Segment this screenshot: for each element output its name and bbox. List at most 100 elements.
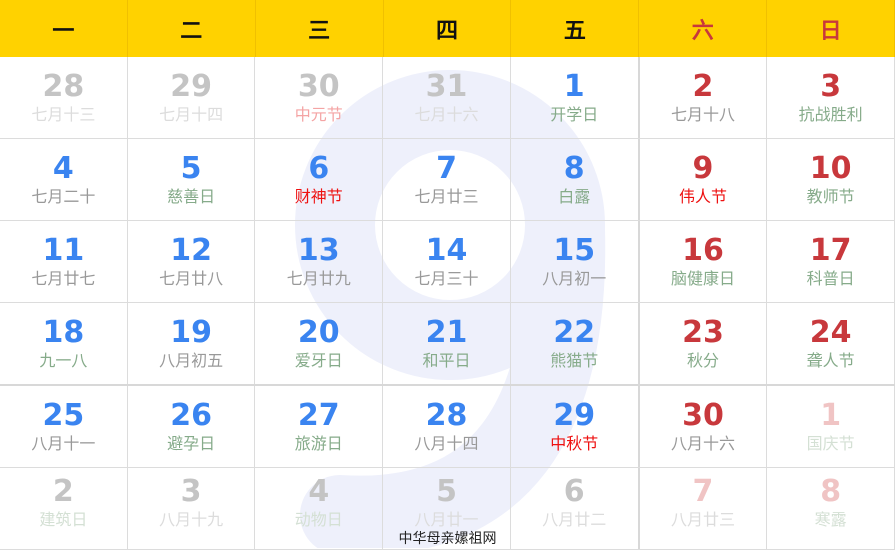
day-cell[interactable]: 3 抗战胜利 [767, 57, 895, 138]
day-number: 10 [809, 151, 852, 186]
day-cell[interactable]: 12 七月廿八 [128, 221, 256, 302]
day-cell[interactable]: 29 七月十四 [128, 57, 256, 138]
day-number: 22 [553, 315, 596, 350]
lunar-or-festival-label: 国庆节 [806, 434, 855, 453]
lunar-or-festival-label: 七月廿三 [414, 187, 479, 206]
weekday-3: 三 [256, 0, 384, 57]
day-number: 18 [42, 315, 85, 350]
lunar-or-festival-label: 七月廿七 [31, 269, 96, 288]
day-cell[interactable]: 23 秋分 [640, 303, 768, 384]
day-cell[interactable]: 22 熊猫节 [511, 303, 640, 384]
lunar-or-festival-label: 聋人节 [806, 351, 855, 370]
lunar-or-festival-label: 八月廿二 [542, 510, 607, 529]
lunar-or-festival-label: 财神节 [294, 187, 343, 206]
day-number: 9 [692, 151, 714, 186]
day-cell[interactable]: 5 八月廿一 [383, 468, 511, 549]
day-number: 6 [308, 151, 330, 186]
day-cell[interactable]: 11 七月廿七 [0, 221, 128, 302]
weekday-1: 一 [0, 0, 128, 57]
weekday-2: 二 [128, 0, 256, 57]
calendar-body: 28 七月十三 29 七月十四 30 中元节 31 七月十六 1 开学日 2 七月十八 3 抗战胜利 4 七月… [0, 57, 895, 550]
day-cell[interactable]: 9 伟人节 [640, 139, 768, 220]
lunar-or-festival-label: 七月二十 [31, 187, 96, 206]
day-cell[interactable]: 25 八月十一 [0, 386, 128, 467]
lunar-or-festival-label: 中元节 [294, 105, 343, 124]
day-cell[interactable]: 10 教师节 [767, 139, 895, 220]
day-cell[interactable]: 5 慈善日 [128, 139, 256, 220]
lunar-or-festival-label: 科普日 [806, 269, 855, 288]
weekday-header: 一二三四五六日 [0, 0, 895, 57]
day-number: 26 [170, 398, 212, 433]
day-cell[interactable]: 15 八月初一 [511, 221, 640, 302]
day-cell[interactable]: 28 七月十三 [0, 57, 128, 138]
week-row: 18 九一八 19 八月初五 20 爱牙日 21 和平日 22 熊猫节 23 秋分 24 聋人节 [0, 303, 895, 386]
day-number: 5 [180, 151, 202, 186]
day-number: 1 [820, 398, 842, 433]
lunar-or-festival-label: 寒露 [814, 510, 847, 529]
lunar-or-festival-label: 中秋节 [550, 434, 599, 453]
day-number: 4 [308, 474, 330, 509]
day-number: 30 [682, 398, 724, 433]
day-cell[interactable]: 30 中元节 [255, 57, 384, 138]
day-cell[interactable]: 1 开学日 [511, 57, 640, 138]
lunar-or-festival-label: 和平日 [422, 351, 471, 370]
day-number: 28 [42, 69, 85, 104]
lunar-or-festival-label: 七月十四 [159, 105, 224, 124]
site-credit: 中华母亲嫘祖网 [398, 531, 497, 547]
day-cell[interactable]: 7 八月廿三 [640, 468, 768, 549]
day-number: 6 [563, 474, 585, 509]
weekday-7: 日 [767, 0, 895, 57]
day-cell[interactable]: 3 八月十九 [128, 468, 256, 549]
day-cell[interactable]: 28 八月十四 [383, 386, 511, 467]
lunar-or-festival-label: 八月十一 [31, 434, 96, 453]
day-cell[interactable]: 2 建筑日 [0, 468, 128, 549]
lunar-or-festival-label: 抗战胜利 [798, 105, 863, 124]
lunar-or-festival-label: 熊猫节 [550, 351, 599, 370]
day-cell[interactable]: 20 爱牙日 [255, 303, 384, 384]
day-cell[interactable]: 1 国庆节 [767, 386, 895, 467]
lunar-or-festival-label: 建筑日 [39, 510, 88, 529]
day-cell[interactable]: 13 七月廿九 [255, 221, 384, 302]
day-cell[interactable]: 6 财神节 [255, 139, 384, 220]
week-row: 11 七月廿七 12 七月廿八 13 七月廿九 14 七月三十 15 八月初一 16 脑健康日 17 科普… [0, 221, 895, 303]
day-cell[interactable]: 18 九一八 [0, 303, 128, 384]
lunar-or-festival-label: 开学日 [550, 105, 599, 124]
day-cell[interactable]: 29 中秋节 [511, 386, 640, 467]
day-cell[interactable]: 14 七月三十 [383, 221, 511, 302]
lunar-or-festival-label: 八月十九 [159, 510, 224, 529]
week-row: 25 八月十一 26 避孕日 27 旅游日 28 八月十四 29 中秋节 30 八月十六 1 国庆节 [0, 386, 895, 468]
day-number: 3 [820, 69, 842, 104]
day-cell[interactable]: 6 八月廿二 [511, 468, 640, 549]
day-number: 25 [42, 398, 85, 433]
day-number: 14 [425, 233, 468, 268]
day-cell[interactable]: 4 动物日 [255, 468, 384, 549]
lunar-or-festival-label: 教师节 [806, 187, 855, 206]
lunar-or-festival-label: 慈善日 [167, 187, 216, 206]
weekday-5: 五 [511, 0, 640, 57]
lunar-or-festival-label: 八月十四 [414, 434, 479, 453]
day-cell[interactable]: 31 七月十六 [383, 57, 511, 138]
lunar-or-festival-label: 七月十六 [414, 105, 479, 124]
day-cell[interactable]: 7 七月廿三 [383, 139, 511, 220]
day-cell[interactable]: 8 白露 [511, 139, 640, 220]
day-cell[interactable]: 2 七月十八 [640, 57, 768, 138]
lunar-or-festival-label: 旅游日 [294, 434, 343, 453]
day-number: 2 [692, 69, 714, 104]
day-cell[interactable]: 26 避孕日 [128, 386, 256, 467]
day-cell[interactable]: 4 七月二十 [0, 139, 128, 220]
day-cell[interactable]: 24 聋人节 [767, 303, 895, 384]
day-number: 5 [436, 474, 457, 509]
day-number: 19 [170, 315, 212, 350]
day-number: 8 [563, 151, 585, 186]
day-cell[interactable]: 19 八月初五 [128, 303, 256, 384]
day-cell[interactable]: 17 科普日 [767, 221, 895, 302]
day-cell[interactable]: 27 旅游日 [255, 386, 384, 467]
day-cell[interactable]: 30 八月十六 [640, 386, 768, 467]
day-cell[interactable]: 21 和平日 [383, 303, 511, 384]
lunar-or-festival-label: 七月三十 [414, 269, 479, 288]
day-number: 11 [42, 233, 85, 268]
day-cell[interactable]: 16 脑健康日 [640, 221, 768, 302]
lunar-or-festival-label: 爱牙日 [294, 351, 343, 370]
day-number: 28 [425, 398, 468, 433]
